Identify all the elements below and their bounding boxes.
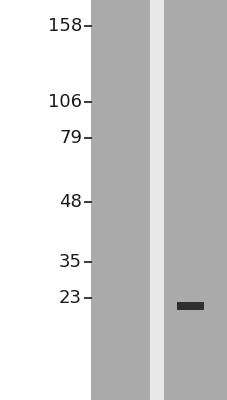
Bar [91, 0, 150, 400]
Text: 106: 106 [48, 93, 82, 111]
Text: 35: 35 [59, 253, 82, 271]
Text: 48: 48 [59, 193, 82, 211]
Bar [176, 302, 203, 310]
Text: 79: 79 [59, 129, 82, 147]
Bar [150, 0, 163, 400]
Bar [163, 0, 227, 400]
Text: 158: 158 [48, 17, 82, 35]
Text: 23: 23 [59, 289, 82, 307]
